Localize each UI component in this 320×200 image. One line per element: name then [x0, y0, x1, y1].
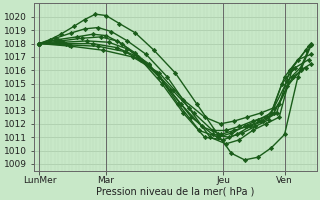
- X-axis label: Pression niveau de la mer( hPa ): Pression niveau de la mer( hPa ): [96, 187, 254, 197]
